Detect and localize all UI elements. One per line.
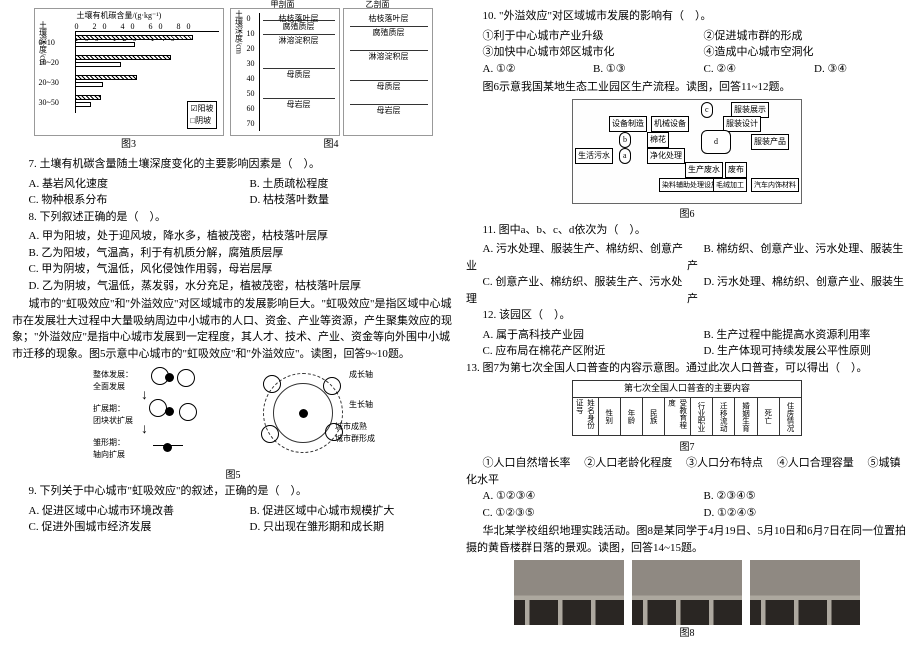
y1: 0~10 xyxy=(39,37,55,49)
fig3-label: 图3 xyxy=(34,137,224,152)
q13-opts: A. ①②③④ B. ②③④⑤ C. ①②③⑤ D. ①②④⑤ xyxy=(466,488,908,521)
q9-a: A. 促进区域中心城市环境改善 xyxy=(12,503,233,520)
q7-d: D. 枯枝落叶数量 xyxy=(233,192,454,209)
fig3-legend: ☑阳坡□阴坡 xyxy=(187,101,216,129)
q10-stem: 10. "外溢效应"对区域城市发展的影响有（ ）。 xyxy=(466,8,908,25)
fig6: c 服装展示 设备制造 机械设备 服装设计 b 棉花 d 服装产品 生活污水 a… xyxy=(572,99,802,204)
left-column: 土壤有机碳含量/(g·kg⁻¹) 0 20 40 60 80 100 120 1… xyxy=(6,8,460,643)
q11-opts: A. 污水处理、服装生产、棉纺织、创意产业 B. 棉纺织、创意产业、污水处理、服… xyxy=(466,241,908,307)
fig3-fig4-row: 土壤有机碳含量/(g·kg⁻¹) 0 20 40 60 80 100 120 1… xyxy=(12,8,454,152)
fig5-label: 图5 xyxy=(12,468,454,483)
fig8-photos xyxy=(466,560,908,625)
q8-c: C. 甲为阴坡，气温低，风化侵蚀作用弱，母岩层厚 xyxy=(12,261,454,278)
q12-stem: 12. 该园区（ ）。 xyxy=(466,307,908,324)
q7-a: A. 基岩风化速度 xyxy=(12,176,233,193)
fig4-container: 土壤深度/cm 010203040506070 甲剖面 枯枝落叶层 腐殖质层 淋… xyxy=(230,8,433,152)
photo-2 xyxy=(632,560,742,625)
q8-a: A. 甲为阳坡，处于迎风坡，降水多，植被茂密，枯枝落叶层厚 xyxy=(12,228,454,245)
fig3-container: 土壤有机碳含量/(g·kg⁻¹) 0 20 40 60 80 100 120 1… xyxy=(34,8,224,152)
fig5: 整体发展：全面发展 ↓ 扩展期：团块状扩展 ↓ 雏形期：轴向扩展 成长轴 生长轴… xyxy=(12,365,454,465)
passage-fig6: 图6示意我国某地生态工业园区生产流程。读图，回答11~12题。 xyxy=(466,79,908,96)
q8-d: D. 乙为阴坡，气温低，蒸发弱，水分充足，植被茂密，枯枝落叶层厚 xyxy=(12,278,454,295)
q9-opts: A. 促进区域中心城市环境改善 B. 促进区域中心城市规模扩大 C. 促进外围城… xyxy=(12,503,454,536)
q9-b: B. 促进区域中心城市规模扩大 xyxy=(233,503,454,520)
fig8-label: 图8 xyxy=(466,626,908,641)
fig4-b: 乙剖面 枯枝落叶层 腐殖质层 淋溶淀积层 母质层 母岩层 xyxy=(343,8,433,136)
q9-c: C. 促进外围城市经济发展 xyxy=(12,519,233,536)
y4: 30~50 xyxy=(39,97,59,109)
right-column: 10. "外溢效应"对区域城市发展的影响有（ ）。 ①利于中心城市产业升级 ②促… xyxy=(460,8,914,643)
q8-opts: A. 甲为阳坡，处于迎风坡，降水多，植被茂密，枯枝落叶层厚 B. 乙为阳坡，气温… xyxy=(12,228,454,294)
q7-c: C. 物种根系分布 xyxy=(12,192,233,209)
q12-opts: A. 属于高科技产业园 B. 生产过程中能提高水资源利用率 C. 应布局在棉花产… xyxy=(466,327,908,360)
q13-stem: 13. 图7为第七次全国人口普查的内容示意图。通过此次人口普查，可以得出（ ）。 xyxy=(466,360,908,377)
q10-opts: A. ①② B. ①③ C. ②④ D. ③④ xyxy=(466,61,908,78)
q7-opts: A. 基岩风化速度 B. 土质疏松程度 C. 物种根系分布 D. 枯枝落叶数量 xyxy=(12,176,454,209)
passage-fig8: 华北某学校组织地理实践活动。图8是某同学于4月19日、5月10日和6月7日在同一… xyxy=(466,523,908,556)
q7-stem: 7. 土壤有机碳含量随土壤深度变化的主要影响因素是（ ）。 xyxy=(12,156,454,173)
q11-stem: 11. 图中a、b、c、d依次为（ ）。 xyxy=(466,222,908,239)
fig7-label: 图7 xyxy=(466,440,908,455)
q8-b: B. 乙为阳坡，气温高，利于有机质分解，腐殖质层厚 xyxy=(12,245,454,262)
fig3-chart: 土壤有机碳含量/(g·kg⁻¹) 0 20 40 60 80 100 120 1… xyxy=(34,8,224,136)
fig7: 第七次全国人口普查的主要内容 姓名身份证号 性别 年龄 民族 受教育程度 行业职… xyxy=(572,380,802,436)
fig6-label: 图6 xyxy=(466,207,908,222)
fig4-label: 图4 xyxy=(230,137,433,152)
q9-d: D. 只出现在雏形期和成长期 xyxy=(233,519,454,536)
q13-items: ①人口自然增长率 ②人口老龄化程度 ③人口分布特点 ④人口合理容量 ⑤城镇化水平 xyxy=(466,455,908,488)
q10-items: ①利于中心城市产业升级 ②促进城市群的形成 ③加快中心城市郊区城市化 ④造成中心… xyxy=(466,28,908,61)
q9-stem: 9. 下列关于中心城市"虹吸效应"的叙述，正确的是（ ）。 xyxy=(12,483,454,500)
q8-stem: 8. 下列叙述正确的是（ ）。 xyxy=(12,209,454,226)
y2: 10~20 xyxy=(39,57,59,69)
photo-1 xyxy=(514,560,624,625)
y3: 20~30 xyxy=(39,77,59,89)
passage-hongxi: 城市的"虹吸效应"和"外溢效应"对区域城市的发展影响巨大。"虹吸效应"是指区域中… xyxy=(12,296,454,362)
photo-3 xyxy=(750,560,860,625)
q7-b: B. 土质疏松程度 xyxy=(233,176,454,193)
fig4-a: 土壤深度/cm 010203040506070 甲剖面 枯枝落叶层 腐殖质层 淋… xyxy=(230,8,340,136)
